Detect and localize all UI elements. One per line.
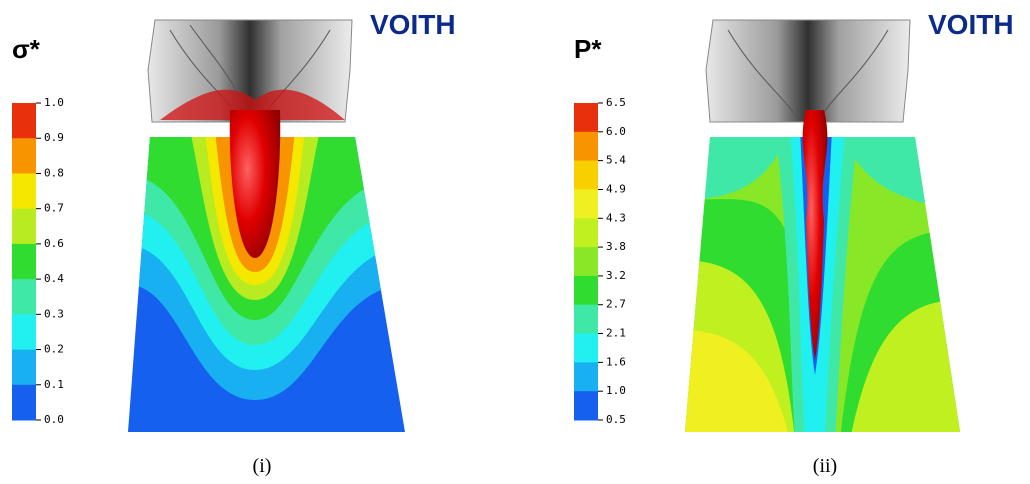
colorbar-tick-label: 0.4 [44, 272, 64, 285]
colorbar-tick-label: 4.3 [606, 211, 626, 224]
colorbar-tick-label: 0.6 [44, 237, 64, 250]
colorbar-band [574, 334, 598, 363]
colorbar-tick-label: 0.0 [44, 413, 64, 426]
colorbar-tick-label: 0.5 [606, 413, 626, 426]
colorbar-tick-label: 1.0 [44, 96, 64, 109]
colorbar-band [574, 391, 598, 420]
colorbar-tick-label: 0.2 [44, 343, 64, 356]
caption: (ii) [813, 455, 837, 477]
colorbar-band [574, 276, 598, 305]
colorbar-tick-label: 0.1 [44, 378, 64, 391]
colorbar-band [12, 103, 36, 139]
colorbar-title: P* [574, 34, 602, 64]
colorbar-tick-label: 3.8 [606, 240, 626, 253]
colorbar-tick-label: 2.7 [606, 298, 626, 311]
colorbar-title: σ* [12, 34, 41, 64]
colorbar-band [12, 138, 36, 174]
brand-logo: VOITH [370, 9, 456, 40]
colorbar-band [12, 173, 36, 209]
colorbar-band [12, 350, 36, 386]
colorbar-band [574, 218, 598, 247]
figure: VOITH (i) σ* 1.0 0.9 0.8 0.7 0.6 0.4 0.3 0.2 0.1 0.0… [0, 0, 1030, 484]
colorbar-band [12, 385, 36, 421]
colorbar-tick-label: 6.0 [606, 125, 626, 138]
colorbar-band [12, 209, 36, 245]
colorbar-tick-label: 0.3 [44, 307, 64, 320]
colorbar-tick-label: 4.9 [606, 182, 626, 195]
colorbar-band [574, 247, 598, 276]
contour-plot [680, 130, 970, 440]
colorbar-tick-label: 0.9 [44, 131, 64, 144]
caption: (i) [253, 455, 272, 477]
colorbar-band [12, 314, 36, 350]
colorbar-band [574, 103, 598, 132]
colorbar-tick-label: 1.0 [606, 384, 626, 397]
colorbar-band [574, 362, 598, 391]
colorbar-tick-label: 1.6 [606, 355, 626, 368]
colorbar-tick-label: 6.5 [606, 96, 626, 109]
colorbar-band [12, 279, 36, 315]
colorbar-band [574, 132, 598, 161]
runner [148, 20, 352, 122]
colorbar-band [574, 161, 598, 190]
brand-logo: VOITH [928, 9, 1014, 40]
colorbar-band [574, 305, 598, 334]
colorbar-tick-label: 2.1 [606, 327, 626, 340]
colorbar-tick-label: 0.8 [44, 166, 64, 179]
colorbar-band [12, 244, 36, 280]
colorbar-tick-label: 3.2 [606, 269, 626, 282]
colorbar-band [574, 189, 598, 218]
runner [706, 20, 910, 122]
colorbar-tick-label: 5.4 [606, 154, 626, 167]
colorbar-tick-label: 0.7 [44, 202, 64, 215]
